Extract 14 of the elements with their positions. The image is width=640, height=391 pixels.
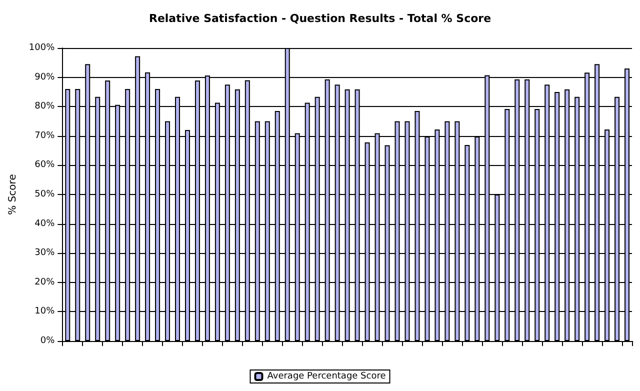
y-tick-label: 20% — [34, 277, 56, 288]
legend-label: Average Percentage Score — [267, 372, 386, 382]
y-tick-label: 10% — [34, 306, 56, 317]
y-tick-label: 40% — [34, 218, 56, 229]
chart-title: Relative Satisfaction - Question Results - Total % Score — [148, 12, 492, 25]
y-tick-label: 90% — [34, 72, 56, 82]
y-axis-title: % Score — [8, 174, 18, 215]
y-tick-label: 0% — [40, 336, 56, 346]
y-tick-label: 70% — [34, 130, 56, 141]
y-tick-label: 50% — [34, 190, 56, 200]
y-tick-label: 80% — [34, 102, 56, 112]
y-tick-label: 100% — [28, 43, 56, 53]
y-tick-label: 60% — [34, 160, 56, 170]
y-tick-label: 30% — [34, 248, 56, 258]
